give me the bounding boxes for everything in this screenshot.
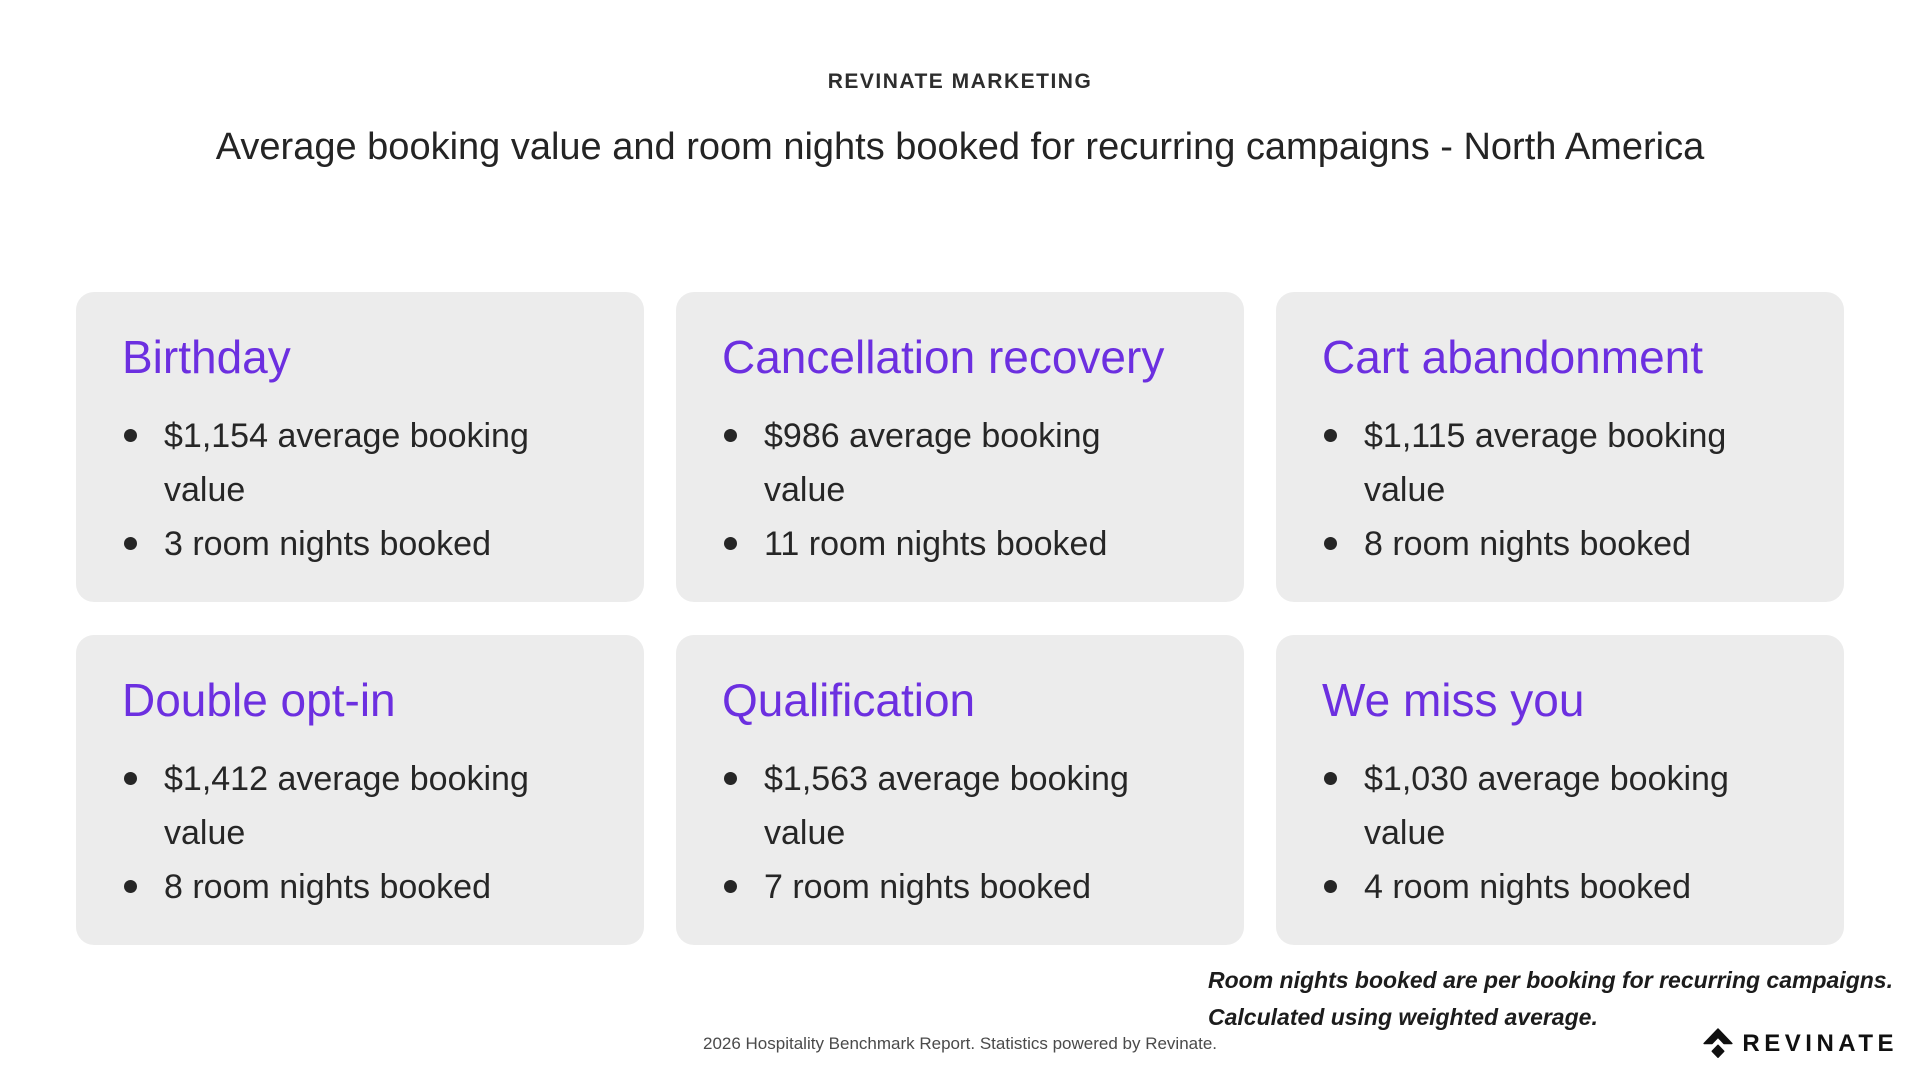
campaign-card-birthday: Birthday $1,154 average booking value 3 … (76, 292, 644, 602)
campaign-cards-grid: Birthday $1,154 average booking value 3 … (76, 292, 1844, 945)
metric-room-nights: 3 room nights booked (122, 517, 584, 571)
campaign-card-double-opt-in: Double opt-in $1,412 average booking val… (76, 635, 644, 945)
campaign-card-cart-abandonment: Cart abandonment $1,115 average booking … (1276, 292, 1844, 602)
footnote-line-2: Calculated using weighted average. (1208, 1004, 1598, 1030)
methodology-footnote: Room nights booked are per booking for r… (1208, 962, 1893, 1036)
metric-list: $986 average booking value 11 room night… (722, 409, 1210, 571)
metric-room-nights: 7 room nights booked (722, 860, 1184, 914)
metric-room-nights: 11 room nights booked (722, 517, 1184, 571)
page-title: Average booking value and room nights bo… (215, 126, 1705, 168)
revinate-logo-text: REVINATE (1742, 1030, 1898, 1057)
card-title: Cart abandonment (1322, 331, 1704, 383)
footnote-line-1: Room nights booked are per booking for r… (1208, 967, 1893, 993)
card-title: We miss you (1322, 674, 1585, 726)
campaign-card-we-miss-you: We miss you $1,030 average booking value… (1276, 635, 1844, 945)
card-title: Qualification (722, 674, 976, 726)
metric-room-nights: 8 room nights booked (122, 860, 584, 914)
metric-avg-booking-value: $1,563 average booking value (722, 752, 1184, 860)
metric-list: $1,563 average booking value 7 room nigh… (722, 752, 1210, 914)
metric-avg-booking-value: $986 average booking value (722, 409, 1184, 517)
metric-list: $1,154 average booking value 3 room nigh… (122, 409, 610, 571)
metric-list: $1,412 average booking value 8 room nigh… (122, 752, 610, 914)
campaign-card-qualification: Qualification $1,563 average booking val… (676, 635, 1244, 945)
metric-room-nights: 4 room nights booked (1322, 860, 1784, 914)
metric-avg-booking-value: $1,412 average booking value (122, 752, 584, 860)
metric-avg-booking-value: $1,154 average booking value (122, 409, 584, 517)
report-attribution: 2026 Hospitality Benchmark Report. Stati… (702, 1034, 1218, 1053)
revinate-arrow-diamond-icon (1703, 1028, 1734, 1060)
brand-eyebrow: REVINATE MARKETING (827, 70, 1093, 93)
metric-room-nights: 8 room nights booked (1322, 517, 1784, 571)
campaign-card-cancellation-recovery: Cancellation recovery $986 average booki… (676, 292, 1244, 602)
card-title: Double opt-in (122, 674, 396, 726)
metric-list: $1,030 average booking value 4 room nigh… (1322, 752, 1810, 914)
metric-list: $1,115 average booking value 8 room nigh… (1322, 409, 1810, 571)
metric-avg-booking-value: $1,115 average booking value (1322, 409, 1784, 517)
revinate-logo: REVINATE (1703, 1028, 1898, 1060)
metric-avg-booking-value: $1,030 average booking value (1322, 752, 1784, 860)
card-title: Birthday (122, 331, 291, 383)
card-title: Cancellation recovery (722, 331, 1165, 383)
